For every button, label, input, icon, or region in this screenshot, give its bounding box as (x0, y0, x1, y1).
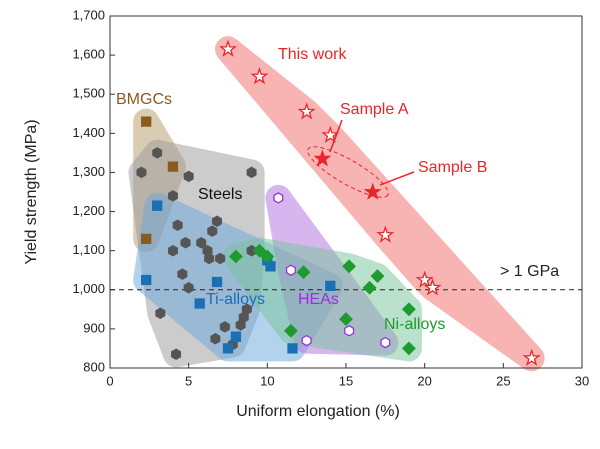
point (222, 343, 234, 354)
point (155, 307, 166, 319)
point (183, 170, 194, 183)
point (344, 325, 355, 337)
x-tick-label: 20 (417, 373, 431, 388)
point (152, 147, 163, 159)
point (362, 280, 377, 295)
point (219, 321, 230, 333)
x-tick-label: 30 (575, 373, 589, 388)
point (241, 303, 252, 316)
point (211, 276, 223, 288)
y-tick-label: 1,600 (72, 47, 105, 62)
point (228, 249, 243, 264)
point (297, 102, 316, 120)
axes-layer: 0 5 10 15 20 25 30 800 900 1,000 1,100 1,200 1,300 1,… (72, 7, 589, 388)
region-shape (222, 237, 422, 362)
point (401, 302, 416, 317)
point (141, 233, 152, 245)
point (230, 331, 242, 342)
point (136, 166, 147, 179)
x-tick-label: 5 (185, 373, 192, 388)
region (222, 237, 422, 362)
series-label: BMGCs (116, 91, 172, 108)
point (401, 341, 416, 356)
y-tick-label: 1,100 (72, 242, 105, 257)
y-tick-label: 1,700 (72, 7, 105, 22)
x-tick-label: 10 (260, 373, 274, 388)
point (246, 166, 257, 179)
series-label: Steels (198, 186, 242, 203)
point (196, 237, 207, 249)
point (313, 149, 332, 167)
series-label: HEAs (298, 291, 339, 308)
point (301, 334, 312, 347)
point (210, 332, 221, 345)
arrow (329, 119, 343, 153)
point (212, 215, 222, 228)
y-tick-label: 1,500 (72, 86, 105, 101)
y-tick-label: 1,200 (72, 203, 105, 218)
point (172, 219, 183, 231)
point (177, 268, 188, 280)
regions (128, 36, 545, 372)
point (363, 182, 382, 200)
point (183, 282, 194, 294)
point (339, 312, 353, 327)
point (141, 274, 152, 286)
series-label: Sample B (418, 159, 487, 176)
y-tick-label: 800 (83, 359, 105, 374)
point (260, 249, 275, 264)
point (171, 348, 182, 361)
point (167, 161, 179, 172)
point (167, 244, 178, 257)
x-axis-title: Uniform elongation (%) (236, 403, 400, 420)
series-label: This work (278, 46, 347, 63)
point (522, 348, 541, 366)
point (152, 200, 163, 211)
y-tick-label: 900 (83, 320, 105, 335)
point (204, 252, 215, 265)
point (283, 323, 298, 338)
point (273, 192, 284, 204)
x-tick-label: 25 (496, 373, 510, 388)
series-label: Sample A (340, 101, 409, 118)
point (423, 278, 442, 296)
point (287, 343, 298, 354)
point (325, 280, 336, 292)
point (321, 125, 340, 144)
arrow (379, 171, 415, 186)
point (265, 261, 276, 272)
point (235, 319, 246, 331)
point (415, 270, 434, 288)
point (380, 336, 391, 349)
y-tick-label: 1,400 (72, 125, 105, 140)
x-tick-label: 0 (106, 373, 113, 388)
point (342, 259, 357, 274)
point (141, 116, 152, 127)
series-label: Ni-alloys (384, 316, 445, 333)
point (194, 298, 205, 309)
y-axis-title: Yield strength (MPa) (23, 119, 40, 264)
point (219, 39, 237, 57)
point (250, 67, 269, 85)
point (180, 237, 191, 249)
point (238, 311, 249, 323)
y-tick-label: 1,000 (72, 281, 105, 296)
series-label: Ti-alloys (206, 291, 265, 308)
points (136, 39, 541, 366)
point (376, 225, 395, 243)
point (167, 190, 178, 202)
point (296, 265, 311, 280)
sample-outline (307, 146, 389, 198)
y-tick-label: 1,300 (72, 164, 105, 179)
point (215, 252, 226, 265)
reference-label: > 1 GPa (500, 263, 559, 280)
point (370, 269, 385, 284)
point (285, 264, 296, 276)
point (207, 225, 218, 237)
point (252, 243, 267, 258)
x-tick-label: 15 (339, 373, 353, 388)
